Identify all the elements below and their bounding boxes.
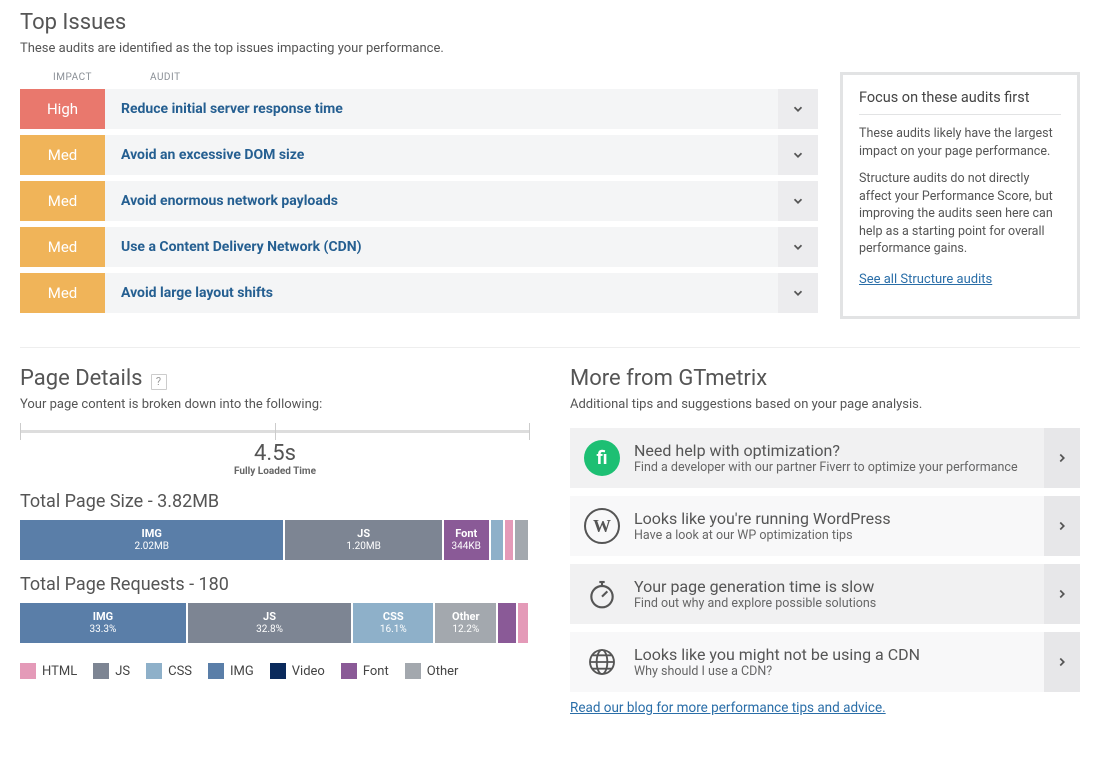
help-icon[interactable]: ? bbox=[151, 374, 167, 390]
legend-item: IMG bbox=[208, 663, 254, 679]
col-header-impact: IMPACT bbox=[20, 72, 125, 83]
more-item-title: Need help with optimization? bbox=[634, 441, 1030, 460]
focus-box: Focus on these audits first These audits… bbox=[840, 72, 1080, 319]
issue-row[interactable]: Med Avoid an excessive DOM size bbox=[20, 135, 818, 175]
more-title: More from GTmetrix bbox=[570, 366, 1080, 391]
legend-item: HTML bbox=[20, 663, 77, 679]
bar-segment bbox=[515, 520, 528, 560]
top-issues-subtitle: These audits are identified as the top i… bbox=[20, 41, 1080, 56]
focus-link[interactable]: See all Structure audits bbox=[859, 272, 992, 287]
bar-segment: JS32.8% bbox=[188, 603, 351, 643]
more-item[interactable]: W Looks like you're running WordPress Ha… bbox=[570, 496, 1080, 556]
more-item-title: Looks like you're running WordPress bbox=[634, 509, 1030, 528]
chevron-right-icon[interactable] bbox=[1044, 632, 1080, 692]
focus-p1: These audits likely have the largest imp… bbox=[859, 125, 1061, 160]
chevron-down-icon[interactable] bbox=[778, 181, 818, 221]
more-item-sub: Have a look at our WP optimization tips bbox=[634, 528, 1030, 543]
bar-segment: IMG2.02MB bbox=[20, 520, 283, 560]
timeline bbox=[20, 430, 530, 433]
legend-item: Video bbox=[270, 663, 325, 679]
bar-segment: JS1.20MB bbox=[285, 520, 441, 560]
audit-label: Avoid an excessive DOM size bbox=[105, 135, 778, 175]
more-item-sub: Find out why and explore possible soluti… bbox=[634, 596, 1030, 611]
audit-label: Avoid enormous network payloads bbox=[105, 181, 778, 221]
impact-pill: Med bbox=[20, 181, 105, 221]
blog-link[interactable]: Read our blog for more performance tips … bbox=[570, 700, 1080, 716]
chevron-right-icon[interactable] bbox=[1044, 564, 1080, 624]
chevron-right-icon[interactable] bbox=[1044, 428, 1080, 488]
issue-row[interactable]: Med Avoid enormous network payloads bbox=[20, 181, 818, 221]
chevron-down-icon[interactable] bbox=[778, 227, 818, 267]
divider bbox=[20, 347, 1080, 348]
legend-item: JS bbox=[93, 663, 130, 679]
load-time-value: 4.5s bbox=[20, 441, 530, 466]
legend-item: Font bbox=[341, 663, 389, 679]
more-item[interactable]: Looks like you might not be using a CDN … bbox=[570, 632, 1080, 692]
bar-segment: CSS16.1% bbox=[353, 603, 433, 643]
load-time-label: Fully Loaded Time bbox=[20, 466, 530, 477]
more-item-title: Your page generation time is slow bbox=[634, 577, 1030, 596]
issue-row[interactable]: Med Avoid large layout shifts bbox=[20, 273, 818, 313]
requests-bar: IMG33.3%JS32.8%CSS16.1%Other12.2% bbox=[20, 603, 530, 643]
impact-pill: Med bbox=[20, 273, 105, 313]
legend-item: Other bbox=[405, 663, 459, 679]
chevron-down-icon[interactable] bbox=[778, 89, 818, 129]
chevron-down-icon[interactable] bbox=[778, 135, 818, 175]
audit-label: Reduce initial server response time bbox=[105, 89, 778, 129]
bar-segment bbox=[505, 520, 513, 560]
col-header-audit: AUDIT bbox=[125, 72, 181, 83]
bar-segment bbox=[491, 520, 503, 560]
size-bar: IMG2.02MBJS1.20MBFont344KB bbox=[20, 520, 530, 560]
chevron-down-icon[interactable] bbox=[778, 273, 818, 313]
more-item-sub: Why should I use a CDN? bbox=[634, 664, 1030, 679]
requests-title: Total Page Requests - 180 bbox=[20, 574, 530, 595]
legend: HTML JS CSS IMG Video Font Other bbox=[20, 663, 530, 679]
bar-segment: Other12.2% bbox=[435, 603, 496, 643]
bar-segment: Font344KB bbox=[444, 520, 489, 560]
issues-table: IMPACT AUDIT High Reduce initial server … bbox=[20, 72, 818, 319]
bar-segment: IMG33.3% bbox=[20, 603, 186, 643]
bar-segment bbox=[498, 603, 516, 643]
focus-p2: Structure audits do not directly affect … bbox=[859, 170, 1061, 258]
issue-row[interactable]: Med Use a Content Delivery Network (CDN) bbox=[20, 227, 818, 267]
page-details-subtitle: Your page content is broken down into th… bbox=[20, 397, 530, 412]
more-subtitle: Additional tips and suggestions based on… bbox=[570, 397, 1080, 412]
chevron-right-icon[interactable] bbox=[1044, 496, 1080, 556]
impact-pill: Med bbox=[20, 227, 105, 267]
more-item[interactable]: fi Need help with optimization? Find a d… bbox=[570, 428, 1080, 488]
more-item[interactable]: Your page generation time is slow Find o… bbox=[570, 564, 1080, 624]
audit-label: Use a Content Delivery Network (CDN) bbox=[105, 227, 778, 267]
audit-label: Avoid large layout shifts bbox=[105, 273, 778, 313]
size-title: Total Page Size - 3.82MB bbox=[20, 491, 530, 512]
page-details-title: Page Details bbox=[20, 366, 143, 391]
top-issues-title: Top Issues bbox=[20, 10, 1080, 35]
focus-title: Focus on these audits first bbox=[859, 89, 1061, 115]
more-item-title: Looks like you might not be using a CDN bbox=[634, 645, 1030, 664]
bar-segment bbox=[518, 603, 528, 643]
impact-pill: High bbox=[20, 89, 105, 129]
impact-pill: Med bbox=[20, 135, 105, 175]
legend-item: CSS bbox=[146, 663, 192, 679]
issue-row[interactable]: High Reduce initial server response time bbox=[20, 89, 818, 129]
more-item-sub: Find a developer with our partner Fiverr… bbox=[634, 460, 1030, 475]
